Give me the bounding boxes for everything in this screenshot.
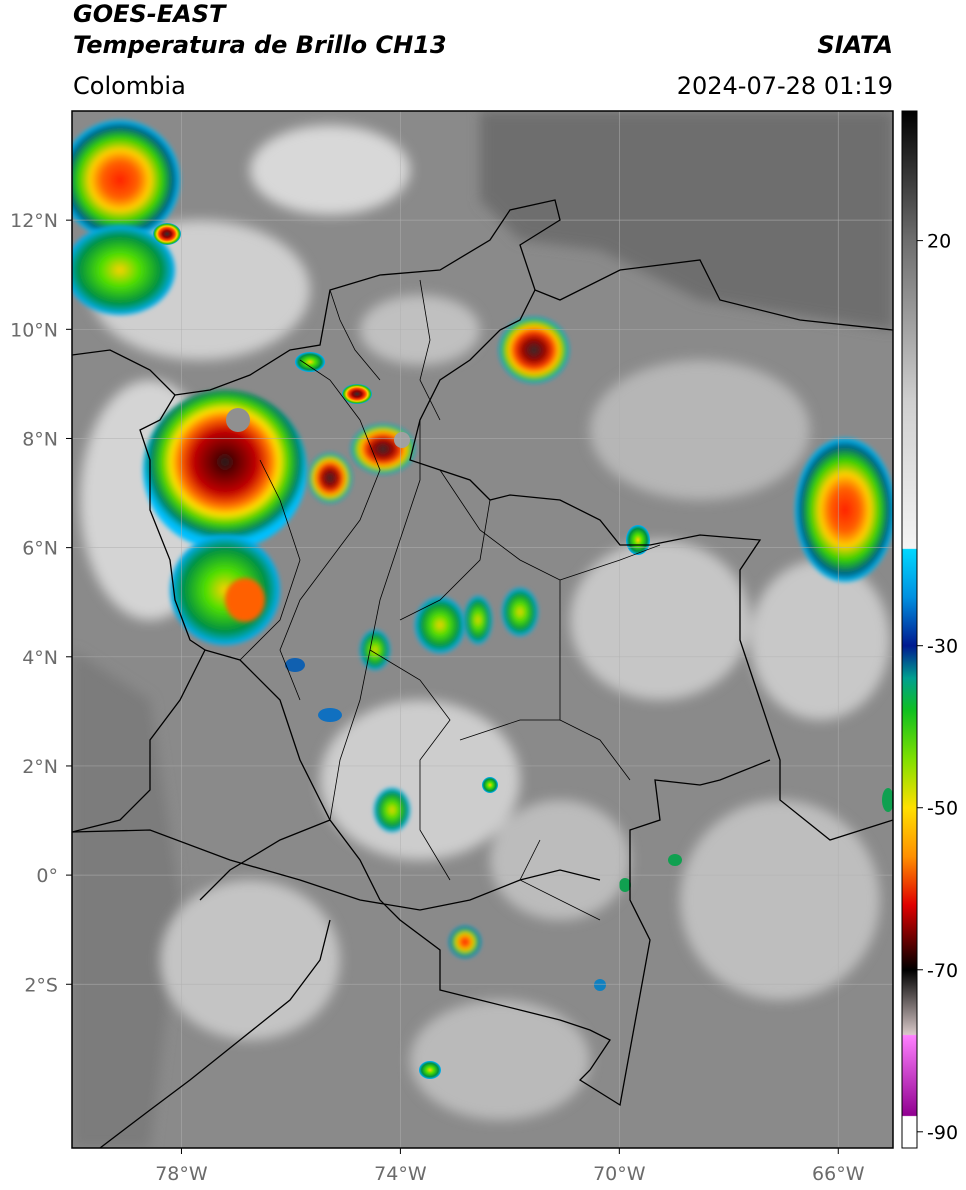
colorbar-tick-label: -90 — [927, 1122, 958, 1144]
map-field — [72, 111, 893, 1148]
border-venezuela — [409, 289, 893, 841]
pacific-region — [72, 650, 180, 1148]
border-south — [204, 649, 771, 1107]
colorbar-tick-label: -50 — [927, 798, 958, 820]
lon-tick-label: 78°W — [155, 1163, 208, 1185]
colorbar-tick-label: -30 — [927, 636, 958, 658]
colorbar-frame — [901, 110, 918, 1149]
department-borders — [239, 279, 661, 921]
lon-tick-label: 66°W — [812, 1163, 865, 1185]
longitude-axis: 78°W 74°W 70°W 66°W — [155, 1148, 865, 1185]
lat-tick-label: 12°N — [10, 210, 58, 232]
border-ecuador-peru — [72, 829, 601, 911]
borders — [72, 199, 893, 1148]
lat-tick-label: 0° — [36, 865, 58, 887]
lat-tick-label: 2°S — [24, 974, 58, 996]
organization-label: SIATA — [817, 31, 893, 59]
colorbar-tick-label: 20 — [927, 231, 951, 253]
product-title: Temperatura de Brillo CH13 — [73, 31, 447, 59]
colorbar-ticks: 20 -30 -50 -70 -90 — [917, 231, 958, 1144]
lat-tick-label: 6°N — [22, 538, 58, 560]
lat-tick-label: 10°N — [10, 319, 58, 341]
latitude-axis: 12°N 10°N 8°N 6°N 4°N 2°N 0° 2°S — [10, 210, 72, 996]
coastline-south — [99, 919, 331, 1148]
convective-cells — [72, 120, 893, 1079]
graticule — [72, 111, 893, 1148]
lat-tick-label: 4°N — [22, 647, 58, 669]
border-ecuador — [199, 819, 331, 901]
lat-tick-label: 8°N — [22, 428, 58, 450]
satellite-title: GOES-EAST — [73, 0, 226, 28]
colorbar-tick-label: -70 — [927, 960, 958, 982]
datetime-label: 2024-07-28 01:19 — [676, 72, 893, 100]
colorbar-ramp — [902, 111, 917, 1148]
lat-tick-label: 2°N — [22, 756, 58, 778]
lon-tick-label: 70°W — [593, 1163, 646, 1185]
map-frame — [71, 110, 894, 1149]
coastline-caribbean — [174, 199, 893, 396]
region-label: Colombia — [73, 72, 186, 100]
colorbar: 20 -30 -50 -70 -90 — [901, 110, 958, 1149]
coastline-pacific — [72, 349, 206, 833]
lon-tick-label: 74°W — [374, 1163, 427, 1185]
